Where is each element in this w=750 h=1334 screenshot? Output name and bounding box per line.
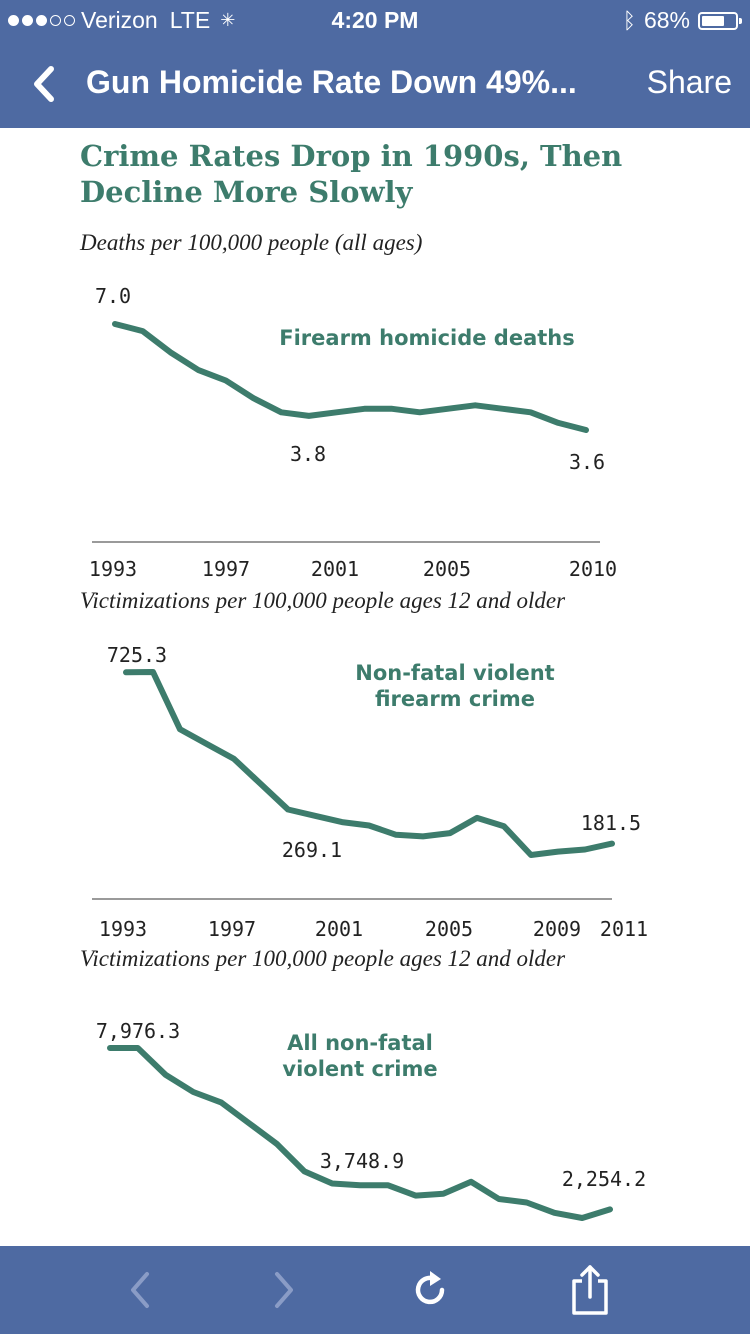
chart-1-tick-label: 2001 — [311, 557, 359, 581]
share-sheet-button[interactable] — [566, 1265, 614, 1315]
share-button[interactable]: Share — [646, 64, 732, 100]
status-right: ᛒ 68% — [622, 7, 742, 34]
share-icon — [572, 1265, 608, 1315]
bluetooth-icon: ᛒ — [622, 7, 636, 33]
chart-2-data-label: 725.3 — [107, 643, 167, 667]
chart-2-data-label: 181.5 — [581, 811, 641, 835]
reload-icon — [415, 1271, 445, 1305]
chart-1-tick-label: 1993 — [89, 557, 137, 581]
status-left: Verizon LTE ✳ — [8, 7, 235, 34]
browser-forward-button[interactable] — [260, 1266, 308, 1314]
battery-percent: 68% — [643, 7, 690, 33]
browser-back-button[interactable] — [116, 1266, 164, 1314]
chart-2-tick-label: 2011 — [600, 917, 648, 941]
carrier-name: Verizon — [81, 7, 158, 33]
signal-strength-icon — [8, 15, 75, 26]
chart-2-tick-label: 1993 — [99, 917, 147, 941]
chart-1-tick-label: 1997 — [202, 557, 250, 581]
chart-2-tick-label: 2009 — [533, 917, 581, 941]
chart-3-data-label: 3,748.9 — [320, 1149, 404, 1173]
headline-line-1: Crime Rates Drop in 1990s, Then — [80, 139, 623, 173]
network-type: LTE — [169, 7, 211, 33]
chevron-left-icon — [34, 66, 54, 102]
status-bar: Verizon LTE ✳ 4:20 PM ᛒ 68% — [0, 0, 750, 40]
chart-3-series-line — [107, 1045, 613, 1221]
back-button[interactable] — [24, 60, 64, 108]
chart-2-tick-label: 2001 — [315, 917, 363, 941]
chart-2-tick-label: 1997 — [208, 917, 256, 941]
battery-icon — [698, 11, 742, 30]
chart-2-series-line — [123, 669, 615, 858]
chart-2-series-label: firearm crime — [375, 687, 535, 711]
chart-1-data-label: 3.8 — [290, 442, 326, 466]
chart-1-tick-label: 2005 — [423, 557, 471, 581]
nav-title: Gun Homicide Rate Down 49%... — [86, 64, 577, 100]
chevron-left-icon — [131, 1272, 149, 1308]
chart-3-series-label: violent crime — [282, 1057, 437, 1081]
chart-3-series-label: All non-fatal — [287, 1031, 433, 1055]
chart-3-unit-label: Victimizations per 100,000 people ages 1… — [80, 946, 566, 971]
article-content: Crime Rates Drop in 1990s, Then Decline … — [0, 128, 750, 1246]
chart-3-data-label: 2,254.2 — [562, 1167, 646, 1191]
chart-3-data-label: 7,976.3 — [96, 1019, 180, 1043]
chart-1-data-label: 3.6 — [569, 450, 605, 474]
headline-line-2: Decline More Slowly — [80, 175, 413, 209]
chart-2-unit-label: Victimizations per 100,000 people ages 1… — [80, 588, 566, 613]
chevron-right-icon — [275, 1272, 293, 1308]
chart-2-tick-label: 2005 — [425, 917, 473, 941]
chart-1-series-label: Firearm homicide deaths — [279, 326, 575, 350]
chart-2-series-label: Non-fatal violent — [355, 661, 554, 685]
chart-1-data-label: 7.0 — [95, 284, 131, 308]
chart-2-data-label: 269.1 — [282, 838, 342, 862]
chart-1-series-line — [112, 321, 589, 433]
navigation-bar: Gun Homicide Rate Down 49%... Share — [0, 40, 750, 128]
chart-headline: Crime Rates Drop in 1990s, Then Decline … — [80, 138, 680, 210]
chart-1-unit-label: Deaths per 100,000 people (all ages) — [80, 230, 423, 255]
reload-button[interactable] — [406, 1266, 454, 1314]
chart-1-tick-label: 2010 — [569, 557, 617, 581]
charts-canvas: 1993 1997 2001 2005 2010 Firearm homicide dea… — [89, 284, 648, 1221]
activity-spinner-icon: ✳ — [220, 10, 236, 30]
bottom-toolbar — [0, 1246, 750, 1334]
